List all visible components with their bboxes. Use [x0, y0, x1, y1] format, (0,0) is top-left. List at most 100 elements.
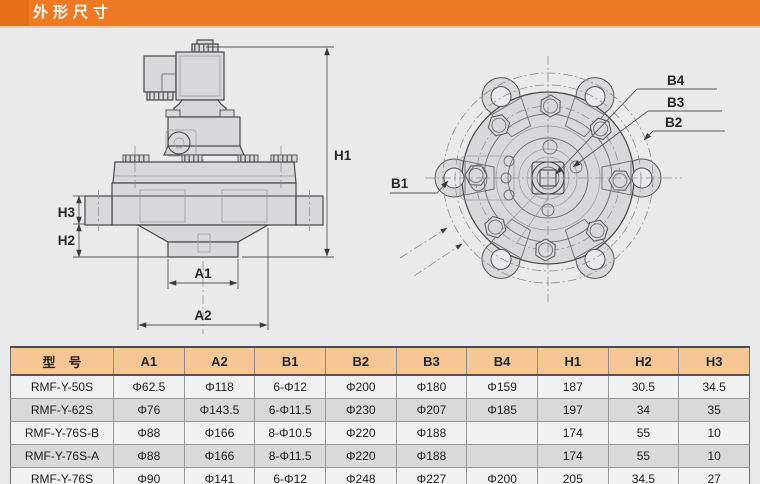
- model-cell: RMF-Y-50S: [10, 374, 114, 399]
- value-cell: Φ230: [324, 398, 397, 422]
- value-cell: Φ200: [324, 374, 397, 399]
- column-header-b4: B4: [466, 347, 538, 376]
- pilot-port-circle: [167, 131, 191, 155]
- value-cell: [466, 444, 538, 468]
- dimension-h2: H2: [58, 223, 168, 258]
- elbow-connector: [143, 55, 177, 101]
- column-header-a1: A1: [113, 347, 185, 376]
- value-cell: 6-Φ12: [254, 467, 326, 484]
- callout-b1: B1: [390, 176, 449, 194]
- cover-bolts: [464, 94, 632, 262]
- value-cell: Φ200: [466, 467, 538, 484]
- value-cell: 8-Φ10.5: [254, 421, 326, 445]
- b4-label: B4: [667, 73, 685, 88]
- value-cell: 55: [607, 421, 679, 445]
- value-cell: 27: [678, 467, 750, 484]
- section-arrows: [399, 227, 463, 277]
- value-cell: Φ159: [466, 374, 538, 399]
- value-cell: Φ180: [395, 374, 467, 399]
- pilot-bonnet: [163, 116, 245, 157]
- dimension-a2: A2: [137, 228, 269, 330]
- value-cell: Φ166: [183, 421, 255, 445]
- value-cell: Φ248: [324, 467, 397, 484]
- value-cell: 6-Φ12: [254, 374, 326, 399]
- column-header-a2: A2: [183, 347, 255, 376]
- column-header-b2: B2: [324, 347, 397, 376]
- table-row: RMF-Y-62S Φ76 Φ143.5 6-Φ11.5 Φ230 Φ207 Φ185 197…: [10, 398, 750, 422]
- dimensions-table-container: 型 号 A1 A2 B1 B2 B3 B4 H1 H2 H3 RMF-Y-50S Φ62.5 Φ118…: [10, 346, 750, 484]
- column-header-b3: B3: [395, 347, 467, 376]
- value-cell: 174: [536, 421, 609, 445]
- solenoid-coil: [175, 39, 225, 101]
- h3-label: H3: [58, 205, 76, 220]
- column-header-b1: B1: [254, 347, 326, 376]
- valve-body: [84, 146, 324, 231]
- value-cell: [466, 421, 538, 445]
- value-cell: 8-Φ11.5: [254, 444, 326, 468]
- value-cell: Φ188: [395, 421, 467, 445]
- value-cell: Φ188: [395, 444, 467, 468]
- value-cell: Φ88: [113, 421, 185, 445]
- value-cell: 205: [536, 467, 609, 484]
- callout-b3: B3: [572, 95, 722, 168]
- value-cell: 34.5: [678, 374, 750, 399]
- value-cell: 6-Φ11.5: [254, 398, 326, 422]
- outlet-spigot: [135, 224, 271, 258]
- table-row: RMF-Y-76S-B Φ88 Φ166 8-Φ10.5 Φ220 Φ188 174 55 10: [10, 421, 750, 445]
- value-cell: Φ76: [113, 398, 185, 422]
- column-header-h2: H2: [607, 347, 679, 376]
- value-cell: 10: [678, 444, 750, 468]
- b1-label: B1: [391, 176, 409, 191]
- dimension-a1: A1: [167, 259, 239, 289]
- callout-b2: B2: [643, 115, 725, 141]
- table-row: RMF-Y-76S-A Φ88 Φ166 8-Φ11.5 Φ220 Φ188 174 55 10: [10, 444, 750, 468]
- model-cell: RMF-Y-76S: [10, 467, 114, 484]
- column-header-h1: H1: [536, 347, 609, 376]
- model-cell: RMF-Y-76S-A: [10, 444, 114, 468]
- model-cell: RMF-Y-76S-B: [10, 421, 114, 445]
- value-cell: 34.5: [607, 467, 679, 484]
- h2-label: H2: [58, 233, 75, 248]
- dimension-h3: H3: [58, 195, 85, 225]
- page-title: 外形尺寸: [33, 4, 114, 21]
- b2-label: B2: [665, 115, 682, 130]
- value-cell: 34: [607, 398, 679, 422]
- table-row: RMF-Y-50S Φ62.5 Φ118 6-Φ12 Φ200 Φ180 Φ159 187 30…: [10, 374, 750, 399]
- valve-side-view-drawing: H1 H3 H2 A1 A2: [40, 38, 360, 338]
- dimensions-table: 型 号 A1 A2 B1 B2 B3 B4 H1 H2 H3 RMF-Y-50S Φ62.5 Φ118…: [10, 346, 750, 484]
- table-row: RMF-Y-76S Φ90 Φ141 6-Φ12 Φ248 Φ227 Φ200 205 34.5…: [10, 467, 750, 484]
- section-header-bar: 外形尺寸: [0, 0, 760, 28]
- valve-flange-view-drawing: B1 B4 B3 B2: [390, 40, 760, 330]
- value-cell: Φ166: [183, 444, 255, 468]
- value-cell: Φ143.5: [183, 398, 255, 422]
- value-cell: 197: [536, 398, 609, 422]
- a1-label: A1: [194, 266, 212, 281]
- value-cell: 187: [536, 374, 609, 399]
- b3-label: B3: [667, 95, 685, 110]
- value-cell: Φ207: [395, 398, 467, 422]
- callout-b4: B4: [555, 73, 717, 175]
- value-cell: 30.5: [607, 374, 679, 399]
- value-cell: Φ118: [183, 374, 255, 399]
- value-cell: Φ185: [466, 398, 538, 422]
- model-cell: RMF-Y-62S: [10, 398, 114, 422]
- value-cell: Φ141: [183, 467, 255, 484]
- dimension-h1: H1: [206, 46, 352, 258]
- value-cell: 55: [607, 444, 679, 468]
- value-cell: Φ227: [395, 467, 467, 484]
- value-cell: Φ62.5: [113, 374, 185, 399]
- table-header-row: 型 号 A1 A2 B1 B2 B3 B4 H1 H2 H3: [10, 347, 750, 376]
- value-cell: 174: [536, 444, 609, 468]
- a2-label: A2: [194, 308, 211, 323]
- value-cell: 10: [678, 421, 750, 445]
- column-header-model: 型 号: [10, 347, 114, 376]
- header-accent-block: [0, 0, 29, 26]
- value-cell: Φ220: [324, 421, 397, 445]
- value-cell: Φ88: [113, 444, 185, 468]
- main-flange: [112, 154, 298, 184]
- value-cell: Φ90: [113, 467, 185, 484]
- value-cell: 35: [678, 398, 750, 422]
- value-cell: Φ220: [324, 444, 397, 468]
- column-header-h3: H3: [678, 347, 750, 376]
